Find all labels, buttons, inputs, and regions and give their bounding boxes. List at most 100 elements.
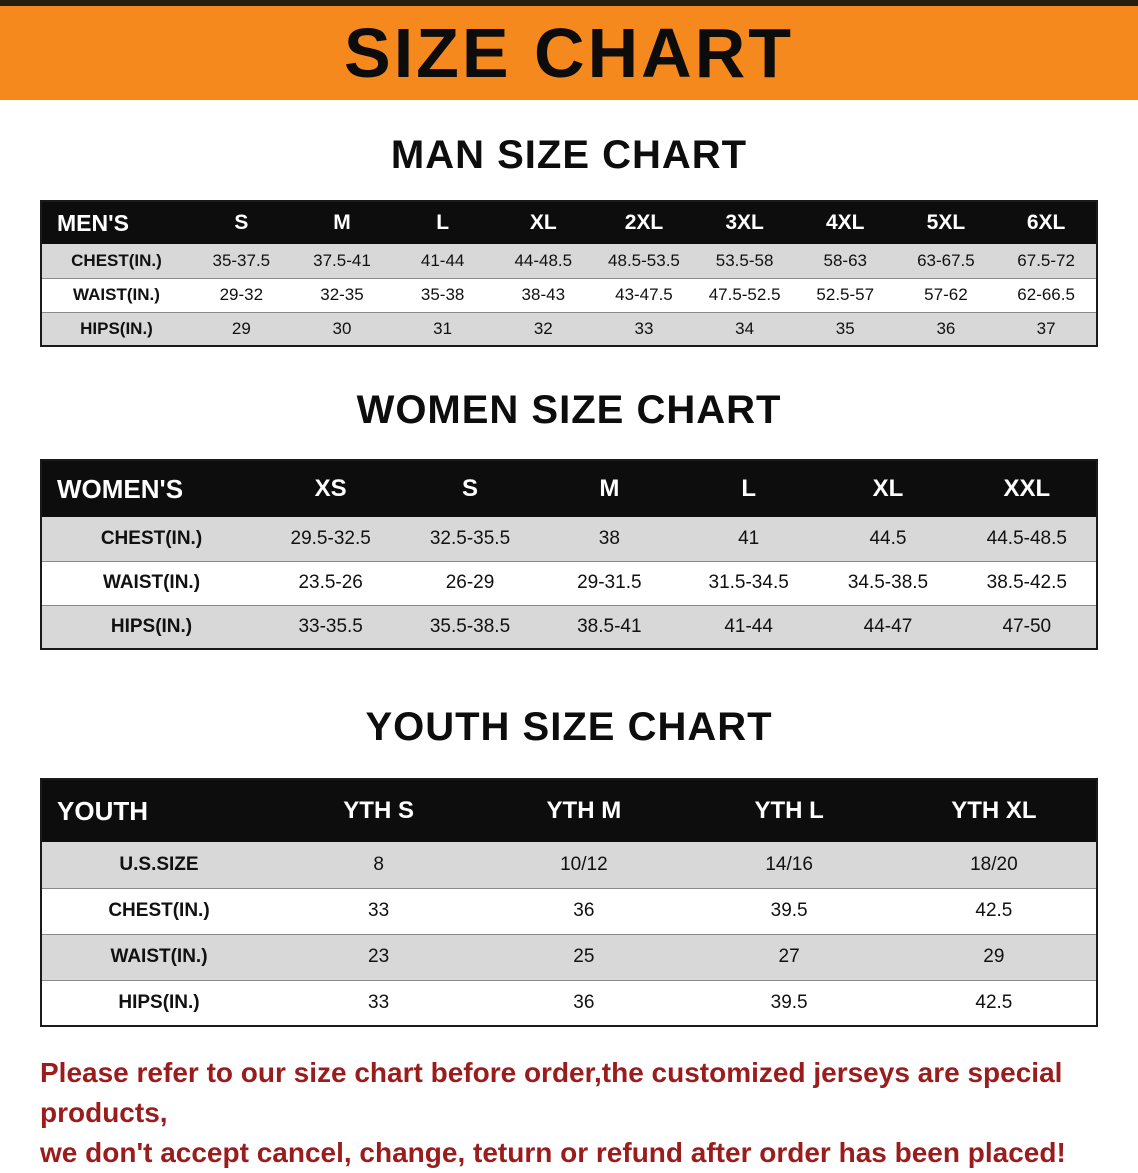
size-value: 44-47 bbox=[863, 615, 913, 637]
size-column-header: L bbox=[392, 201, 493, 244]
size-value: 29-31.5 bbox=[539, 561, 679, 606]
size-chart-banner: SIZE CHART bbox=[0, 6, 1138, 100]
table-header-row: WOMEN'S XS S M L XL XXL bbox=[41, 460, 1097, 517]
size-value: 35-38 bbox=[392, 278, 493, 313]
size-value: 39.5 bbox=[686, 888, 892, 935]
man-size-section: MAN SIZE CHART MEN'S S M L XL 2XL 3XL 4XL 5XL 6XL… bbox=[0, 132, 1138, 347]
size-value: 39.5 bbox=[770, 991, 808, 1013]
size-value: 32 bbox=[533, 318, 553, 338]
women-size-section: WOMEN SIZE CHART WOMEN'S XS S M L XL XXL CHEST(… bbox=[0, 387, 1138, 650]
man-section-heading: MAN SIZE CHART bbox=[390, 133, 748, 177]
row-label: CHEST(IN.) bbox=[41, 888, 276, 935]
mens-size-table: MEN'S S M L XL 2XL 3XL 4XL 5XL 6XL CHEST(IN.) 35-37… bbox=[40, 200, 1098, 347]
row-label: WAIST(IN.) bbox=[41, 934, 276, 981]
size-value: 53.5-58 bbox=[694, 244, 795, 279]
size-value: 42.5 bbox=[891, 888, 1097, 935]
size-column-header: M bbox=[291, 201, 393, 244]
size-value: 63-67.5 bbox=[895, 244, 997, 279]
size-column-header: YTH S bbox=[276, 779, 482, 842]
table-row: HIPS(IN.) 29 30 31 32 33 34 35 36 37 bbox=[41, 312, 1097, 346]
size-value: 31.5-34.5 bbox=[678, 561, 819, 606]
size-value: 27 bbox=[686, 934, 892, 981]
table-row: HIPS(IN.) 33-35.5 35.5-38.5 38.5-41 41-44 44-… bbox=[41, 605, 1097, 649]
youth-size-table: YOUTH YTH S YTH M YTH L YTH XL U.S.SIZE 8 10/12… bbox=[40, 778, 1098, 1027]
size-value: 10/12 bbox=[481, 842, 687, 889]
size-value: 38-43 bbox=[492, 278, 594, 313]
size-value: 30 bbox=[332, 318, 352, 338]
size-value: 34.5-38.5 bbox=[818, 561, 958, 606]
size-column-header: M bbox=[539, 460, 679, 517]
table-header-row: MEN'S S M L XL 2XL 3XL 4XL 5XL 6XL bbox=[41, 201, 1097, 244]
size-column-header: 5XL bbox=[895, 201, 997, 244]
row-label: CHEST(IN.) bbox=[41, 517, 261, 562]
size-value: 34 bbox=[735, 318, 755, 338]
size-column-header: S bbox=[191, 201, 292, 244]
size-column-header: YTH L bbox=[686, 779, 892, 842]
youth-section-heading: YOUTH SIZE CHART bbox=[365, 705, 773, 749]
size-column-header: YTH XL bbox=[891, 779, 1097, 842]
row-label: HIPS(IN.) bbox=[80, 318, 153, 338]
size-value: 29 bbox=[891, 934, 1097, 981]
size-value: 35.5-38.5 bbox=[429, 615, 511, 637]
row-label: U.S.SIZE bbox=[41, 842, 276, 889]
size-value: 57-62 bbox=[895, 278, 997, 313]
size-value: 32-35 bbox=[291, 278, 393, 313]
size-value: 18/20 bbox=[891, 842, 1097, 889]
top-border-strip bbox=[0, 0, 1138, 6]
size-value: 52.5-57 bbox=[794, 278, 896, 313]
size-value: 58-63 bbox=[794, 244, 896, 279]
size-column-header: XXL bbox=[957, 460, 1097, 517]
table-corner-label: WOMEN'S bbox=[41, 460, 261, 517]
size-column-header: L bbox=[678, 460, 819, 517]
page-title: SIZE CHART bbox=[344, 14, 794, 92]
table-row: WAIST(IN.) 29-32 32-35 35-38 38-43 43-47.5 47.… bbox=[41, 278, 1097, 313]
size-value: 41 bbox=[678, 517, 819, 562]
size-column-header: XS bbox=[261, 460, 401, 517]
size-value: 37.5-41 bbox=[291, 244, 393, 279]
size-value: 23.5-26 bbox=[261, 561, 401, 606]
size-value: 8 bbox=[276, 842, 482, 889]
size-column-header: 6XL bbox=[996, 201, 1097, 244]
size-value: 42.5 bbox=[975, 991, 1013, 1013]
size-column-header: XL bbox=[492, 201, 594, 244]
size-value: 29.5-32.5 bbox=[261, 517, 401, 562]
table-row: WAIST(IN.) 23 25 27 29 bbox=[41, 934, 1097, 981]
size-value: 14/16 bbox=[686, 842, 892, 889]
size-value: 41-44 bbox=[392, 244, 493, 279]
womens-size-table: WOMEN'S XS S M L XL XXL CHEST(IN.) 29.5-32.5 32.5… bbox=[40, 459, 1098, 650]
size-value: 43-47.5 bbox=[593, 278, 695, 313]
row-label: CHEST(IN.) bbox=[41, 244, 191, 279]
size-value: 47.5-52.5 bbox=[694, 278, 795, 313]
table-corner-label: YOUTH bbox=[41, 779, 276, 842]
size-column-header: XL bbox=[818, 460, 958, 517]
table-row: CHEST(IN.) 29.5-32.5 32.5-35.5 38 41 44.5 44.5… bbox=[41, 517, 1097, 562]
size-value: 25 bbox=[481, 934, 687, 981]
size-value: 29 bbox=[231, 318, 251, 338]
size-value: 67.5-72 bbox=[996, 244, 1097, 279]
disclaimer-line: we don't accept cancel, change, teturn o… bbox=[40, 1137, 1066, 1168]
size-column-header: 3XL bbox=[694, 201, 795, 244]
table-row: CHEST(IN.) 35-37.5 37.5-41 41-44 44-48.5 48.5… bbox=[41, 244, 1097, 279]
disclaimer: Please refer to our size chart before or… bbox=[40, 1053, 1098, 1173]
size-value: 62-66.5 bbox=[996, 278, 1097, 313]
size-value: 33-35.5 bbox=[298, 615, 363, 637]
row-label: WAIST(IN.) bbox=[41, 278, 191, 313]
size-value: 23 bbox=[276, 934, 482, 981]
size-column-header: 4XL bbox=[794, 201, 896, 244]
size-value: 33 bbox=[276, 888, 482, 935]
size-value: 48.5-53.5 bbox=[593, 244, 695, 279]
size-value: 44.5 bbox=[818, 517, 958, 562]
size-value: 38.5-42.5 bbox=[957, 561, 1097, 606]
women-section-heading: WOMEN SIZE CHART bbox=[356, 388, 782, 432]
size-value: 33 bbox=[634, 318, 654, 338]
size-value: 35 bbox=[835, 318, 855, 338]
size-value: 26-29 bbox=[400, 561, 540, 606]
size-value: 36 bbox=[573, 991, 595, 1013]
table-row: CHEST(IN.) 33 36 39.5 42.5 bbox=[41, 888, 1097, 935]
size-value: 32.5-35.5 bbox=[400, 517, 540, 562]
table-header-row: YOUTH YTH S YTH M YTH L YTH XL bbox=[41, 779, 1097, 842]
table-row: U.S.SIZE 8 10/12 14/16 18/20 bbox=[41, 842, 1097, 889]
row-label: HIPS(IN.) bbox=[110, 615, 193, 637]
size-value: 38 bbox=[539, 517, 679, 562]
size-value: 36 bbox=[481, 888, 687, 935]
